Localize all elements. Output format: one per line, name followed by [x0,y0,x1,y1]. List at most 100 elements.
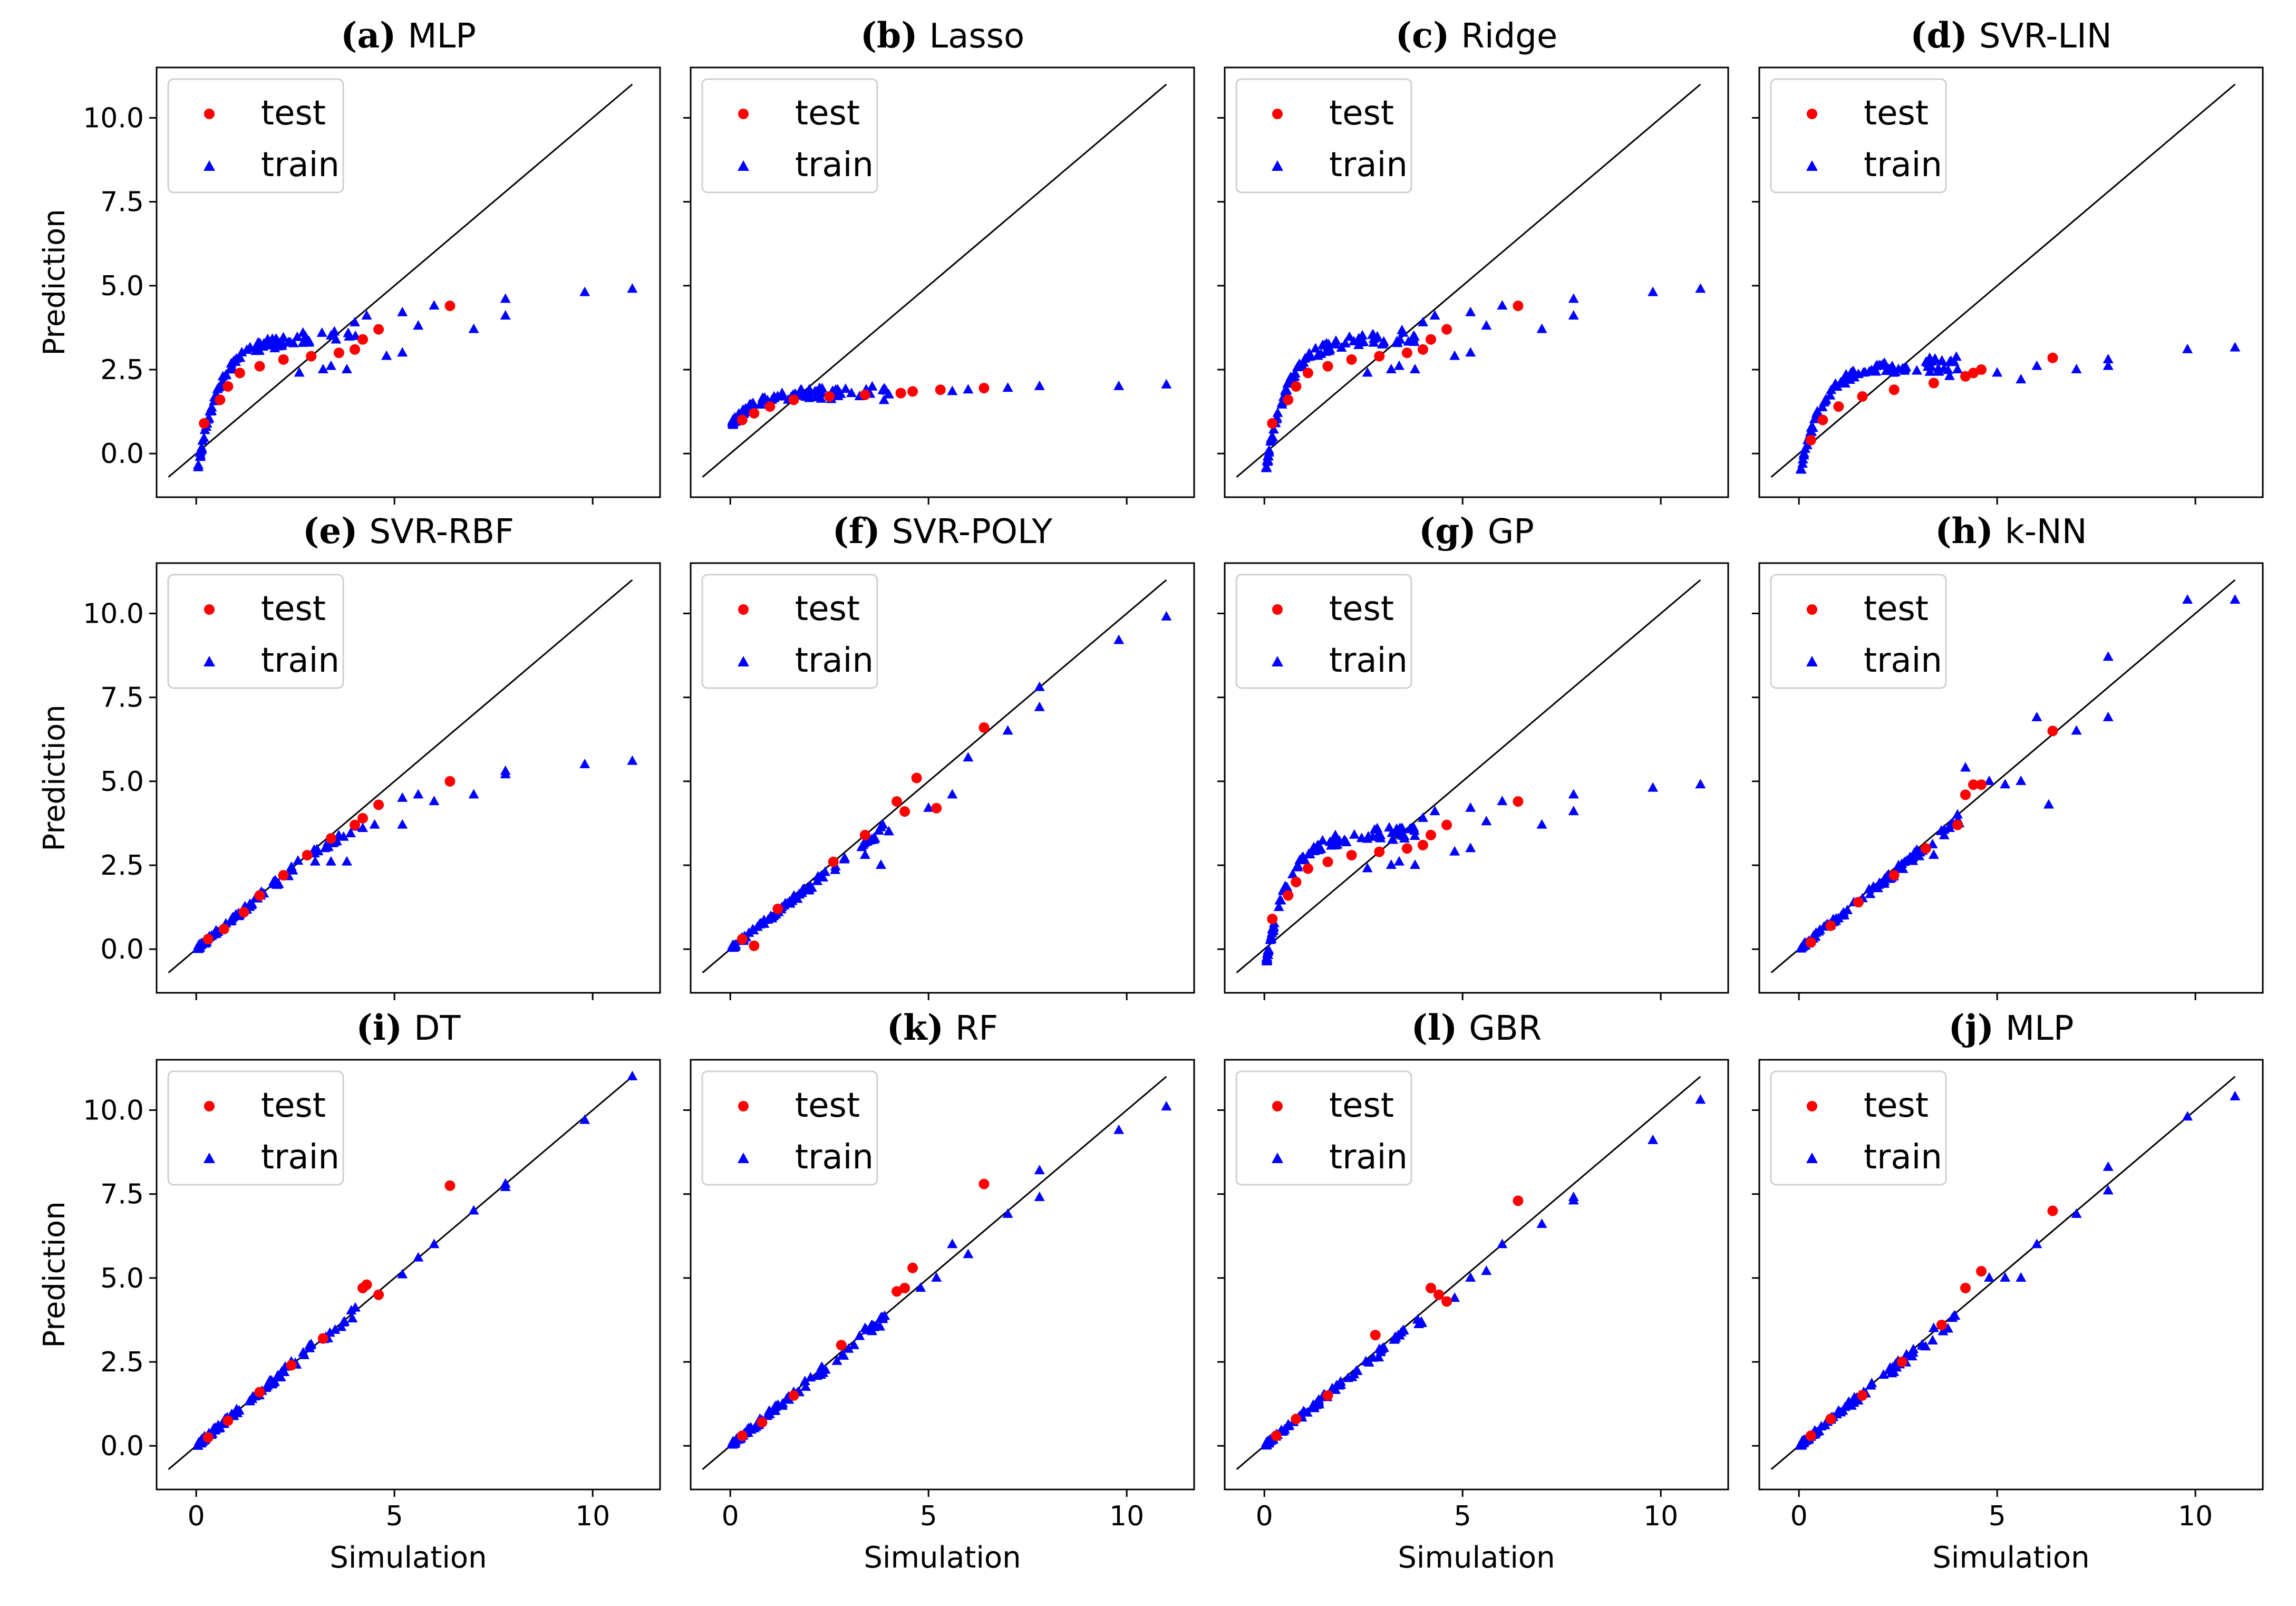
test-point [1441,819,1452,830]
train-point [1952,364,1963,374]
train-point [1363,1357,1374,1367]
legend-test-marker [738,604,749,615]
identity-line [168,83,633,478]
test-point [238,907,249,918]
train-point [831,1355,842,1365]
train-point [1817,401,1828,411]
test-point [788,1390,799,1401]
test-point [892,1286,903,1297]
train-point [859,849,870,859]
legend-train-label: train [1864,146,1942,185]
train-point [250,345,261,355]
x-tick-label: 0 [1256,1501,1273,1532]
train-point [1944,823,1955,833]
y-tick-label: 0.0 [100,438,144,470]
legend: test train [701,1070,878,1186]
test-point [444,1180,456,1191]
test-point [2047,725,2058,737]
legend-train-marker [738,1153,749,1163]
test-point [361,1279,372,1290]
panel-2: (b) Lasso test train [683,15,1195,505]
test-point [1441,324,1452,335]
test-point [1960,1282,1971,1293]
train-point [1417,812,1428,822]
legend-train-marker [738,160,749,171]
panel-9: 0 5 10 0.0 2.5 5.0 7.5 10.0 Simulation Prediction… [37,1007,661,1575]
panel-tag: (j) [1949,1007,1994,1048]
train-point [341,856,352,866]
train-point [331,334,342,344]
train-point [349,316,360,326]
train-point [1865,888,1876,898]
test-point [1302,367,1313,379]
train-point [579,286,590,296]
train-point [1264,444,1275,454]
train-point [875,859,886,869]
test-point [1426,334,1437,345]
train-point [1832,381,1843,391]
panel-tag: (f) [832,510,880,552]
train-point [768,911,779,921]
train-point [1372,823,1383,833]
legend-test-marker [1272,109,1283,119]
test-point [1825,1414,1836,1425]
test-point [907,386,918,397]
train-point [1449,1292,1460,1302]
legend-train-marker [1272,656,1283,666]
train-point [468,1205,479,1215]
test-point [1853,897,1864,908]
train-point [1465,802,1476,812]
train-point [1816,1421,1827,1431]
test-point [1433,1289,1445,1300]
train-point [788,890,799,900]
legend-test-marker [738,1101,749,1111]
train-point [268,878,279,888]
train-point [397,306,408,316]
scatter-points [727,1101,1172,1449]
scatter-points [1261,283,1706,472]
train-point [1417,316,1428,326]
train-point [267,333,278,343]
panel-title: (d) SVR-LIN [1910,15,2111,56]
y-tick-label: 10.0 [83,598,144,630]
train-point [866,1319,877,1329]
x-tick-label: 10 [575,1501,610,1532]
panel-tag: (a) [341,15,396,56]
x-tick-label: 10 [2178,1501,2213,1532]
train-point [796,384,807,394]
test-point [254,890,265,901]
axes-frame [690,562,1195,994]
train-point [1281,384,1292,394]
train-point [275,1371,286,1381]
test-point [215,394,226,405]
train-point [579,1114,590,1124]
train-point [468,323,479,333]
panel-title: (b) Lasso [860,15,1024,56]
train-point [2016,374,2027,384]
train-point [1939,829,1950,839]
legend-test-marker [1807,1101,1817,1111]
train-point [1331,335,1342,345]
train-point [1310,343,1321,353]
train-point [294,367,305,377]
train-point [1465,347,1476,357]
panel-name: SVR-RBF [369,512,514,552]
test-point [1513,1195,1524,1206]
x-axis-label: Simulation [1398,1541,1555,1575]
train-point [947,789,958,799]
test-point [935,384,946,395]
test-point [1976,779,1987,790]
legend-test-marker [1807,109,1817,119]
axes-frame [156,562,661,994]
test-point [254,361,265,372]
panel-6: (f) SVR-POLY test train [683,510,1195,1000]
legend-test-label: test [261,1086,326,1125]
train-point [2230,342,2241,352]
panel-title: (k) RF [887,1007,998,1048]
test-point [859,389,870,400]
scatter-points [1795,1091,2241,1450]
train-point [1890,366,1901,376]
identity-line [1236,579,1701,973]
train-point [748,398,759,408]
test-point [1322,856,1333,867]
